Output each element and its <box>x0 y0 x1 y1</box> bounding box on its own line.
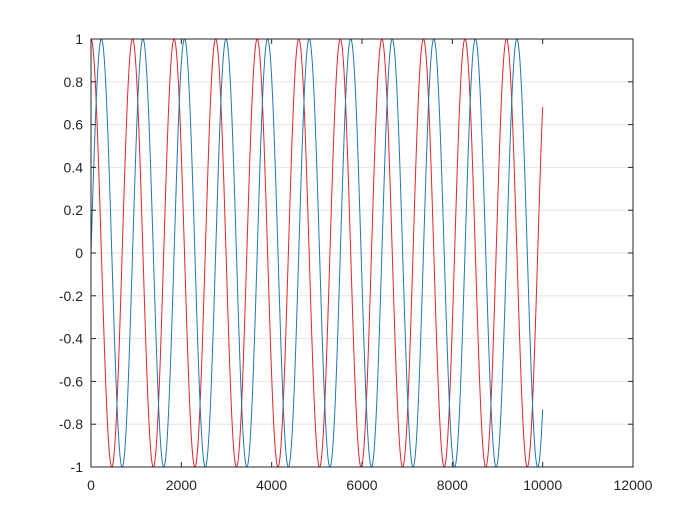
y-tick-label: -1 <box>71 459 84 475</box>
series-group <box>90 38 544 468</box>
y-tick-label: 0.2 <box>64 202 84 218</box>
tick-marks <box>90 38 634 468</box>
y-tick-labels: -1 -0.8 -0.6 -0.4 -0.2 0 0.2 0.4 0.6 0.8 1 <box>59 31 83 475</box>
x-tick-label: 12000 <box>614 477 653 493</box>
y-tick-label: 0.8 <box>64 74 84 90</box>
y-tick-label: -0.2 <box>59 288 83 304</box>
y-tick-label: 0.6 <box>64 117 84 133</box>
series-line-2 <box>90 38 544 468</box>
x-tick-label: 10000 <box>523 477 562 493</box>
y-tick-label: 0 <box>75 245 83 261</box>
y-tick-label: -0.4 <box>59 331 83 347</box>
x-tick-label: 0 <box>87 477 95 493</box>
x-tick-labels: 0 2000 4000 6000 8000 10000 12000 <box>87 477 653 493</box>
y-tick-label: 0.4 <box>64 159 84 175</box>
y-tick-label: -0.8 <box>59 416 83 432</box>
grid-lines <box>91 81 633 425</box>
x-tick-label: 6000 <box>346 477 377 493</box>
series-line-1 <box>90 38 544 468</box>
y-tick-label: -0.6 <box>59 373 83 389</box>
x-tick-label: 8000 <box>437 477 468 493</box>
y-tick-label: 1 <box>75 31 83 47</box>
x-tick-label: 2000 <box>166 477 197 493</box>
x-tick-label: 4000 <box>256 477 287 493</box>
